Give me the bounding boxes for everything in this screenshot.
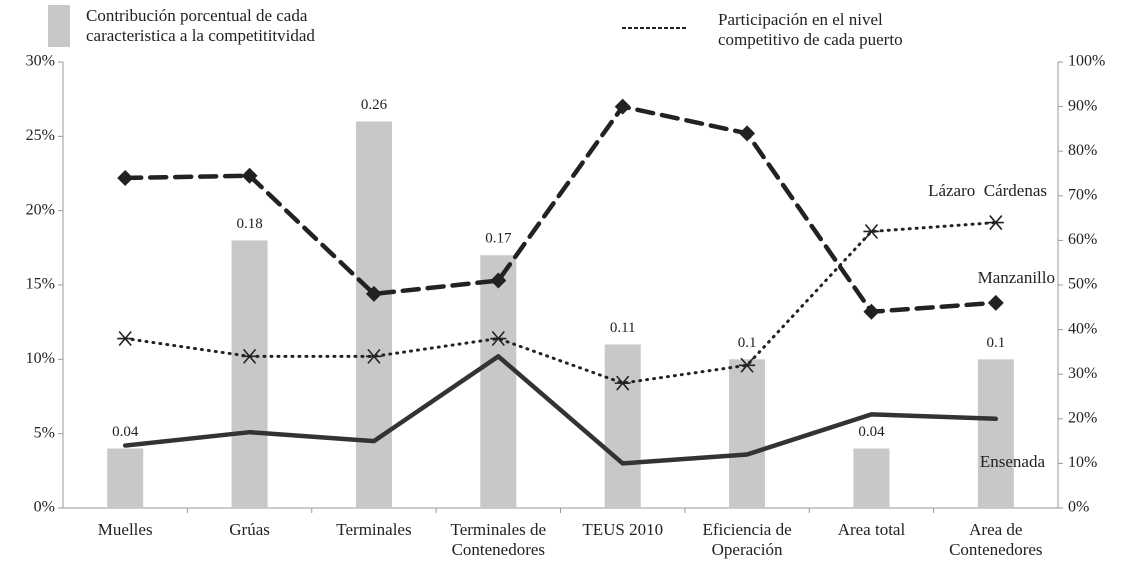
y-tick-label: 30%: [26, 53, 55, 70]
asterisk-marker: [987, 215, 1004, 231]
x-tick-label: Terminales: [336, 520, 412, 539]
bar: [729, 359, 766, 508]
x-tick-label: Area de Contenedores: [949, 520, 1043, 559]
bar: [355, 121, 392, 508]
y2-tick-label: 100%: [1068, 53, 1105, 70]
y-tick-label: 20%: [26, 201, 55, 218]
series-name: Lázaro Cárdenas: [928, 181, 1047, 200]
y2-tick-label: 30%: [1068, 365, 1097, 382]
x-tick-label: Muelles: [97, 520, 153, 539]
bar: [853, 448, 890, 508]
diamond-marker: [490, 272, 507, 289]
y-tick-label: 5%: [34, 424, 55, 441]
bar-legend-text: Contribución porcentual de cada caracter…: [86, 6, 315, 45]
asterisk-marker: [614, 375, 631, 391]
bar-value-label: 0.11: [610, 320, 636, 336]
y2-tick-label: 40%: [1068, 320, 1097, 337]
y-tick-label: 0%: [34, 499, 55, 516]
asterisk-marker: [863, 223, 880, 240]
bar-value-label: 0.04: [112, 424, 139, 440]
bar-value-label: 0.17: [485, 231, 512, 247]
y-tick-label: 15%: [26, 276, 55, 293]
bar-value-label: 0.1: [986, 335, 1005, 351]
diamond-marker: [365, 285, 382, 302]
line-legend-text: Participación en el nivel competitivo de…: [718, 10, 903, 49]
diamond-marker: [241, 167, 258, 184]
diamond-marker: [739, 125, 756, 142]
asterisk-marker: [490, 330, 507, 347]
diamond-marker: [117, 169, 134, 186]
diamond-marker: [863, 303, 880, 320]
asterisk-marker: [241, 348, 258, 364]
asterisk-marker: [739, 357, 756, 373]
y-tick-label: 25%: [26, 127, 55, 144]
y-tick-label: 10%: [26, 350, 55, 367]
x-tick-label: Grúas: [229, 520, 270, 539]
y2-tick-label: 90%: [1068, 97, 1097, 114]
bar: [107, 448, 144, 508]
bar: [604, 344, 641, 508]
y2-tick-label: 80%: [1068, 142, 1097, 159]
bar: [977, 359, 1014, 508]
series-name: Ensenada: [980, 452, 1046, 471]
y2-tick-label: 70%: [1068, 186, 1097, 203]
y2-tick-label: 10%: [1068, 454, 1097, 471]
series-line: [123, 221, 998, 385]
y2-tick-label: 0%: [1068, 499, 1089, 516]
series-line: [122, 104, 999, 315]
diamond-marker: [987, 294, 1004, 311]
bar-value-label: 0.18: [236, 216, 262, 232]
bar-value-label: 0.26: [361, 97, 388, 113]
bar-value-label: 0.1: [738, 335, 757, 351]
y2-tick-label: 50%: [1068, 276, 1097, 293]
series-line: [122, 354, 999, 466]
x-tick-label: Eficiencia de Operación: [702, 520, 792, 559]
asterisk-marker: [365, 348, 382, 364]
asterisk-marker: [117, 330, 134, 347]
x-tick-label: Terminales de Contenedores: [450, 520, 547, 559]
x-tick-label: TEUS 2010: [582, 520, 664, 539]
bar: [480, 255, 517, 508]
y2-tick-label: 20%: [1068, 409, 1097, 426]
diamond-marker: [614, 98, 631, 115]
series-name: Manzanillo: [978, 268, 1055, 287]
bar: [231, 240, 268, 508]
x-tick-label: Area total: [837, 520, 906, 539]
bar-value-label: 0.04: [858, 424, 885, 440]
y2-tick-label: 60%: [1068, 231, 1097, 248]
bar-legend-swatch: [48, 5, 70, 47]
